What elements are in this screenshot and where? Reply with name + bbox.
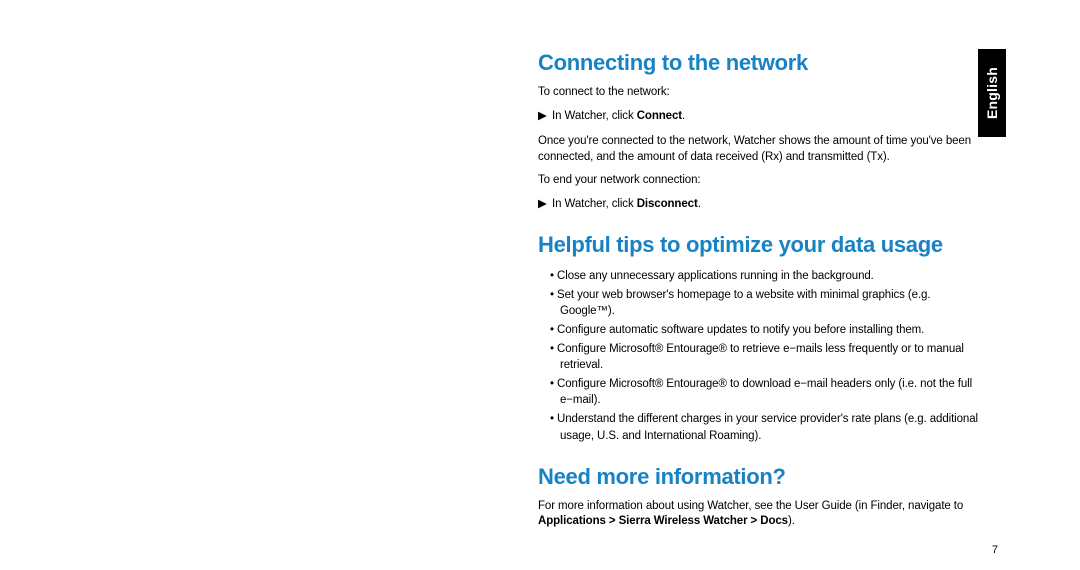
list-item: Configure Microsoft® Entourage® to downl… [538,376,978,408]
language-tab: English [978,49,1006,137]
more-info-text: For more information about using Watcher… [538,499,978,530]
intro-disconnect: To end your network connection: [538,173,978,189]
step-bold: Disconnect [637,198,698,210]
more-info-path: Applications > Sierra Wireless Watcher >… [538,515,788,527]
language-label: English [984,67,1000,119]
list-item: Configure Microsoft® Entourage® to retri… [538,341,978,373]
intro-connect: To connect to the network: [538,85,978,101]
list-item: Configure automatic software updates to … [538,322,978,338]
list-item: Understand the different charges in your… [538,411,978,443]
page-content: Connecting to the network To connect to … [538,50,978,538]
more-info-suffix: ). [788,515,795,527]
step-text: In Watcher, click [552,110,637,122]
triangle-icon: ▶ [538,109,552,125]
triangle-icon: ▶ [538,197,552,213]
step-connect: ▶In Watcher, click Connect. [538,109,978,125]
heading-more-info: Need more information? [538,464,978,489]
list-item: Close any unnecessary applications runni… [538,268,978,284]
step-suffix: . [682,110,685,122]
heading-connecting: Connecting to the network [538,50,978,75]
step-suffix: . [698,198,701,210]
list-item: Set your web browser's homepage to a web… [538,287,978,319]
connected-description: Once you're connected to the network, Wa… [538,134,978,165]
heading-tips: Helpful tips to optimize your data usage [538,232,978,257]
step-bold: Connect [637,110,682,122]
more-info-prefix: For more information about using Watcher… [538,500,963,512]
tips-list: Close any unnecessary applications runni… [538,268,978,444]
step-disconnect: ▶In Watcher, click Disconnect. [538,197,978,213]
page-number: 7 [992,544,998,556]
step-text: In Watcher, click [552,198,637,210]
